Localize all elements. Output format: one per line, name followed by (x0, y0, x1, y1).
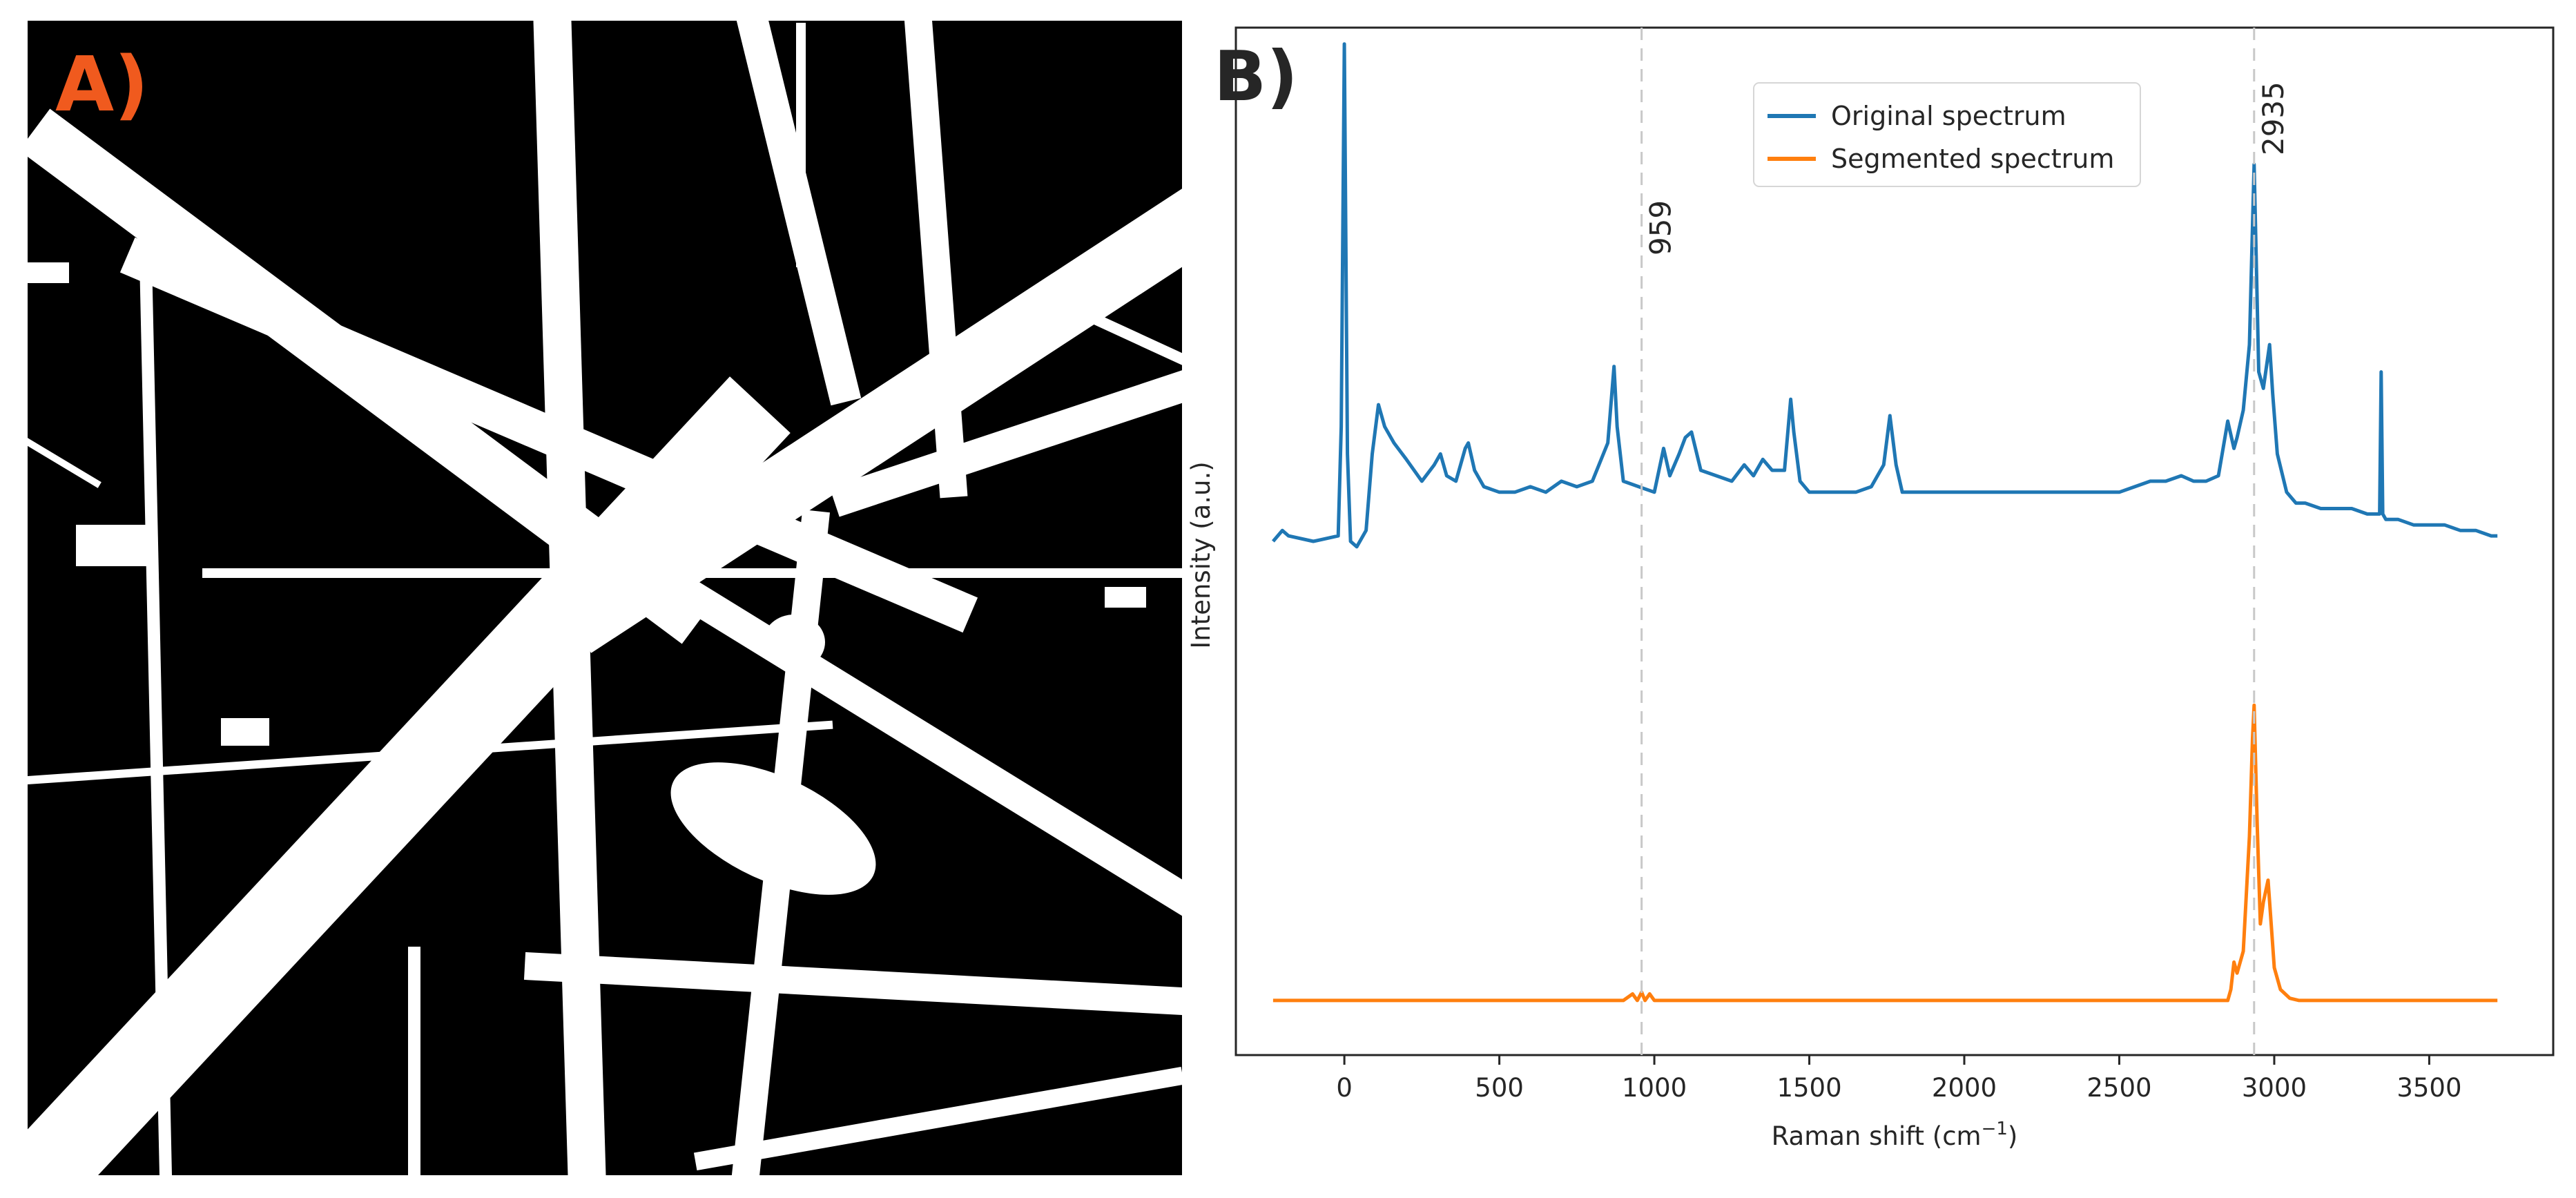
x-tick-label: 0 (1336, 1073, 1353, 1103)
chart-svg: B) 0 500 1000 1500 2000 2500 3000 3500 Raman sh… (1188, 0, 2576, 1198)
x-axis-ticks: 0 500 1000 1500 2000 2500 3000 3500 (1336, 1055, 2462, 1103)
x-tick-label: 2000 (1932, 1073, 1997, 1103)
mask-blobs (28, 262, 1146, 895)
x-tick-label: 500 (1475, 1073, 1524, 1103)
plot-area (1271, 42, 2498, 1003)
series-line-original (1271, 42, 2498, 549)
x-tick-label: 3000 (2242, 1073, 2307, 1103)
axes-border (1234, 26, 2555, 1056)
x-tick-label: 1500 (1776, 1073, 1841, 1103)
panel-a-label: A) (55, 40, 148, 128)
x-tick-label: 1000 (1622, 1073, 1687, 1103)
panel-b-label: B) (1214, 36, 1298, 117)
legend-entry: Segmented spectrum (1831, 144, 2114, 174)
series-line-segmented (1272, 703, 2498, 1003)
panel-b-raman-chart: B) 0 500 1000 1500 2000 2500 3000 3500 Raman sh… (1188, 0, 2576, 1198)
annotation-label-2935: 2935 (2256, 81, 2290, 155)
mask-fibers (28, 21, 1182, 1175)
x-axis-label: Raman shift (cm−1) (1772, 1119, 2018, 1151)
mask-image: A) (0, 0, 1188, 1198)
legend-box (1753, 82, 2141, 187)
legend: Original spectrum Segmented spectrum (1753, 82, 2141, 187)
annotations: 959 2935 (1640, 28, 2290, 1055)
panel-a-segmentation-mask: A) (0, 0, 1188, 1198)
annotation-label-959: 959 (1644, 200, 1678, 255)
axes-frame (1234, 26, 2555, 1056)
legend-entry: Original spectrum (1831, 101, 2066, 131)
x-tick-label: 3500 (2396, 1073, 2461, 1103)
x-tick-label: 2500 (2086, 1073, 2151, 1103)
y-axis-label: Intensity (a.u.) (1188, 461, 1216, 648)
